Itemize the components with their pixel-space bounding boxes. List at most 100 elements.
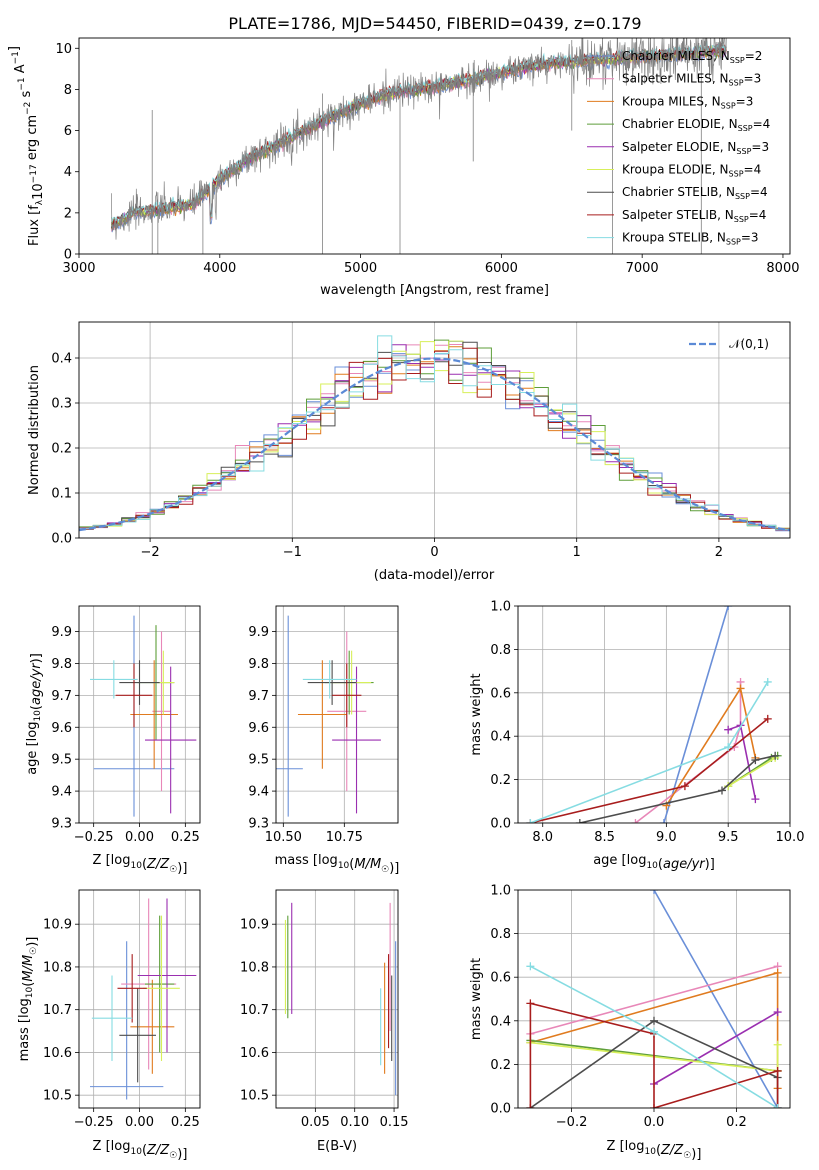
axes-frame <box>78 321 791 539</box>
label-part: 10 <box>646 861 658 871</box>
plot-area <box>276 890 398 1108</box>
legend-entry: Chabrier STELIB, NSSP=4 <box>622 185 768 201</box>
legend-name: Chabrier MILES, N <box>622 49 730 63</box>
x-tick-label: 0.05 <box>301 1115 330 1130</box>
y-tick-label: 9.8 <box>248 657 269 672</box>
label-part: M/M <box>354 857 381 872</box>
y-tick-label: 9.8 <box>51 657 72 672</box>
y-tick-label: 1.0 <box>490 600 511 615</box>
label-part: s <box>19 90 34 101</box>
error-bar-point <box>276 615 303 817</box>
figure-title: PLATE=1786, MJD=54450, FIBERID=0439, z=0… <box>228 14 641 33</box>
x-tick-label: 8.5 <box>594 830 615 845</box>
weight-marker <box>751 756 760 765</box>
y-tick-label: 9.4 <box>248 785 269 800</box>
weight-marker <box>724 782 733 791</box>
label-part: Z/Z <box>146 857 170 872</box>
histogram-step <box>79 335 790 530</box>
weight-marker <box>526 962 535 971</box>
label-part: 10 <box>25 986 35 998</box>
y-tick-label: 0.0 <box>490 817 511 832</box>
error-bar-point <box>117 954 147 1023</box>
legend-entry: Kroupa MILES, NSSP=3 <box>622 94 753 110</box>
error-bar-point <box>332 663 362 728</box>
x-tick-label: 9.0 <box>656 830 677 845</box>
error-bar-point <box>332 666 381 814</box>
legend-name: Salpeter MILES, N <box>622 72 729 86</box>
label-part: mass [log <box>17 998 32 1061</box>
weight-marker <box>650 1027 658 1036</box>
label-part: age [log <box>593 853 646 868</box>
y-tick-label: 10.6 <box>240 1046 269 1061</box>
y-tick-label: 0.2 <box>490 1058 511 1073</box>
legend-entry: Kroupa STELIB, NSSP=3 <box>622 231 759 247</box>
y-tick-label: 9.5 <box>51 753 72 768</box>
error-bar-point <box>137 898 197 1053</box>
y-tick-label: 0.4 <box>490 730 511 745</box>
panel-z-age: −0.25 0.00 0.25 9.3 9.4 9.5 9.6 9.7 9.8 9.9 Z [log… <box>25 605 201 876</box>
weight-marker <box>650 890 658 894</box>
y-tick-label: 9.9 <box>51 625 72 640</box>
y-tick-label: 0.6 <box>490 971 511 986</box>
panel-mass-age: 10.50 10.75 9.3 9.4 9.5 9.6 9.7 9.8 9.9 mass [log… <box>248 605 399 876</box>
label-part: λ <box>35 199 45 205</box>
weight-series <box>662 684 760 810</box>
legend-count: =3 <box>744 72 762 86</box>
x-axis-label: Z [log10(Z/Z☉)] <box>93 853 188 876</box>
label-part: ( <box>142 1143 147 1158</box>
x-axis-label: age [log10(age/yr)] <box>593 853 715 872</box>
axes-frame <box>275 605 399 824</box>
x-tick-label: 8.0 <box>532 830 553 845</box>
error-bar-point <box>90 941 164 1100</box>
legend-count: =2 <box>745 49 763 63</box>
plot-area <box>518 606 790 823</box>
label-part: 10 <box>130 861 142 871</box>
x-tick-label: −0.25 <box>74 830 114 845</box>
plot-area <box>79 322 790 538</box>
legend-name: Kroupa ELODIE, N <box>622 163 729 177</box>
legend-count: =3 <box>741 231 759 245</box>
label-part: A <box>13 64 28 77</box>
x-tick-label: 0.10 <box>340 1115 369 1130</box>
x-axis-label: Z [log10(Z/Z☉)] <box>607 1139 702 1162</box>
y-tick-label: 6 <box>64 124 72 139</box>
y-tick-label: 8 <box>64 83 72 98</box>
error-bar-point <box>90 660 138 699</box>
error-bar-point <box>297 660 347 769</box>
legend-name: Kroupa MILES, N <box>622 94 721 108</box>
weight-marker <box>575 819 584 823</box>
panel-ebv-mass: 0.05 0.10 0.15 10.5 10.6 10.7 10.8 10.9 E(B-V) <box>240 889 409 1154</box>
label-part: 10 <box>338 861 350 871</box>
label-part: )] <box>177 1147 187 1162</box>
legend-count: =4 <box>753 117 771 131</box>
label-part: )] <box>177 861 187 876</box>
label-part: −1 <box>17 77 27 90</box>
y-axis-label: Normed distribution <box>27 365 42 495</box>
panel-z-weight: −0.2 0.0 0.2 0.0 0.2 0.4 0.6 0.8 1.0 mass weight Z… <box>469 884 791 1162</box>
weight-marker <box>773 1008 782 1017</box>
legend-entry: Salpeter STELIB, NSSP=4 <box>622 208 766 224</box>
legend-count: =3 <box>751 140 769 154</box>
label-part: )] <box>25 937 40 947</box>
label-part: ( <box>142 857 147 872</box>
legend-count: =4 <box>750 185 768 199</box>
y-tick-label: 10.7 <box>240 1003 269 1018</box>
weight-marker <box>773 968 782 977</box>
plot-area <box>518 890 790 1108</box>
panel-spectrum: 3000 4000 5000 6000 7000 8000 0 2 4 6 8 10 wavelengt… <box>7 37 800 298</box>
label-part: 10 <box>33 710 43 722</box>
x-tick-label: 0.00 <box>125 1115 154 1130</box>
y-axis-label: mass weight <box>469 958 484 1040</box>
weight-marker <box>659 819 668 823</box>
legend-sub: SSP <box>726 238 741 247</box>
label-part: 10 <box>31 183 46 200</box>
label-part: ☉ <box>381 865 389 875</box>
x-tick-label: 4000 <box>203 261 236 276</box>
weight-line <box>653 1011 779 1085</box>
x-axis-label: Z [log10(Z/Z☉)] <box>93 1139 188 1162</box>
weight-marker <box>751 795 760 804</box>
y-tick-label: 9.5 <box>248 753 269 768</box>
plot-area <box>276 606 398 823</box>
label-part: ☉ <box>29 947 39 955</box>
label-part: Z [log <box>607 1139 645 1154</box>
